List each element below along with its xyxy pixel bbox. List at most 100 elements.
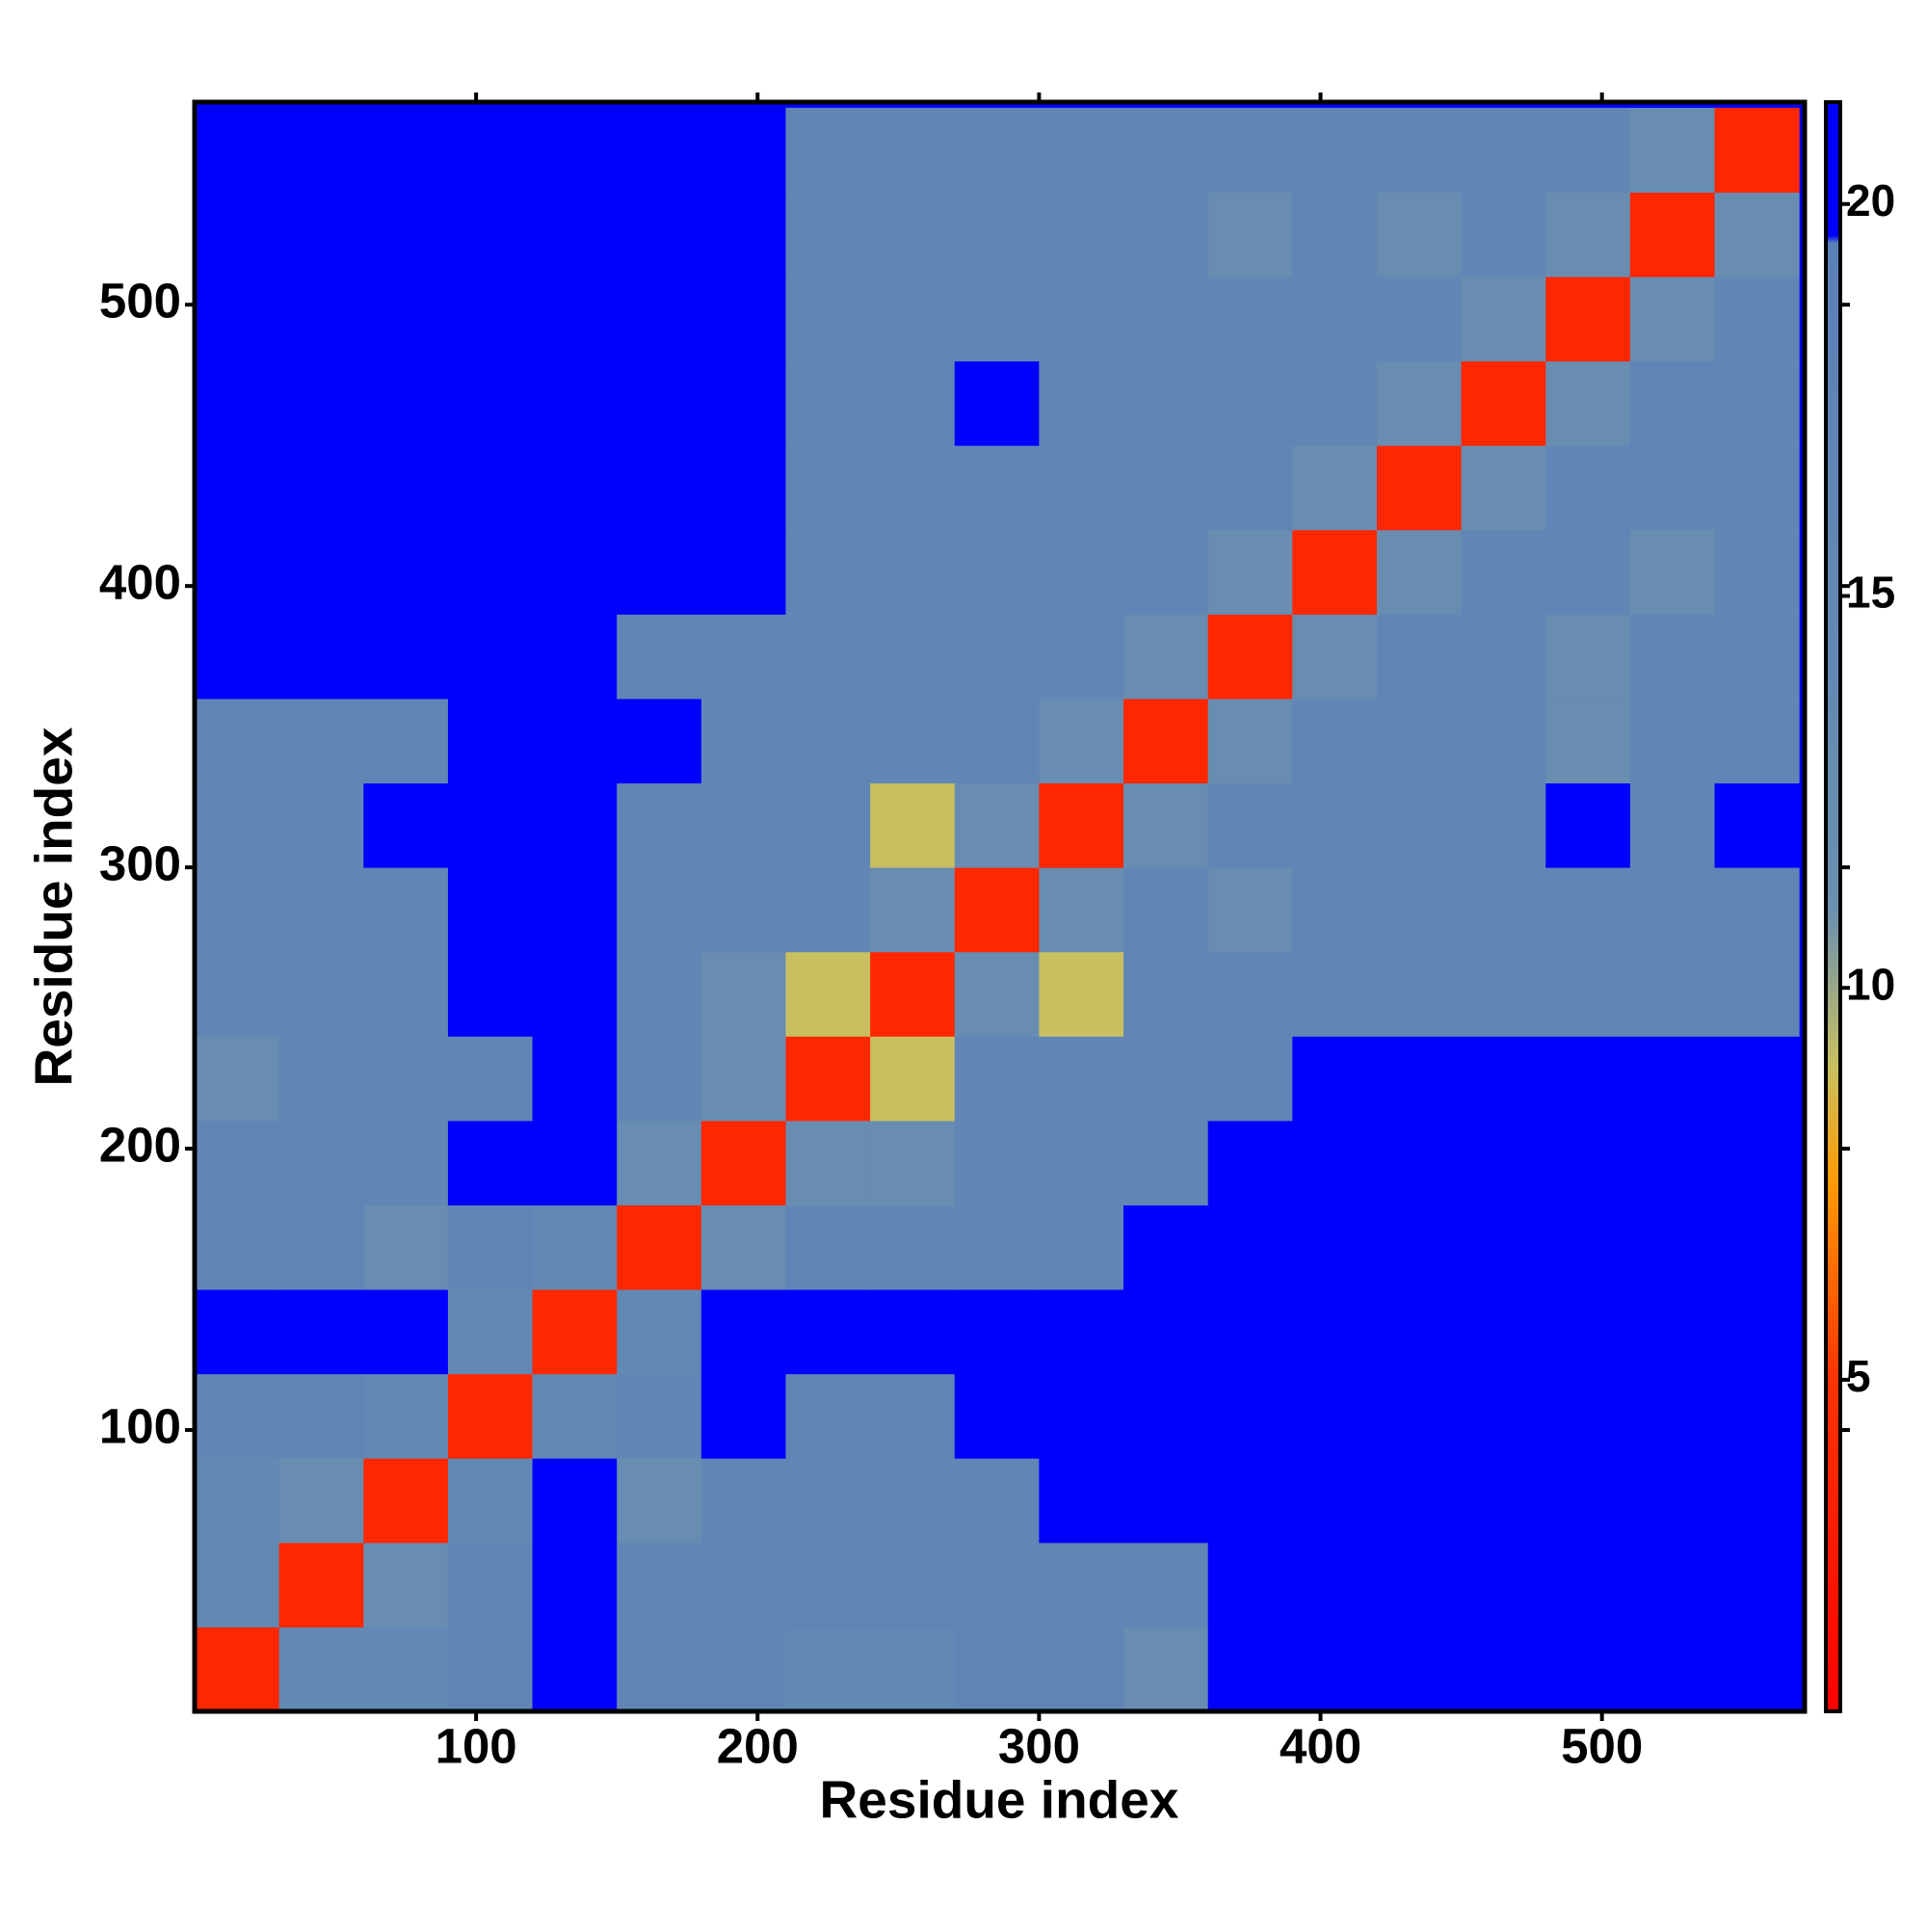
heatmap-cell <box>447 951 534 1037</box>
heatmap-cell <box>1292 1373 1378 1459</box>
heatmap-cell <box>1376 192 1463 278</box>
heatmap-cell <box>700 1542 786 1628</box>
heatmap-cell <box>1629 1373 1716 1459</box>
heatmap-cell <box>785 1458 871 1544</box>
heatmap-cell <box>1207 1542 1293 1628</box>
heatmap-cell <box>954 1289 1040 1375</box>
heatmap-cell <box>532 1120 618 1205</box>
heatmap-cell <box>1714 867 1800 953</box>
heatmap-cell <box>617 951 702 1037</box>
heatmap-cell <box>954 1036 1040 1122</box>
plot-frame <box>192 99 1808 1714</box>
heatmap-cell <box>363 1458 449 1544</box>
heatmap-cell <box>700 277 786 362</box>
heatmap-cell <box>1292 529 1378 615</box>
heatmap-cell <box>1123 1627 1209 1712</box>
heatmap-cell <box>1714 277 1800 362</box>
heatmap-cell <box>1292 107 1378 193</box>
heatmap-cell <box>447 1458 534 1544</box>
heatmap-cell <box>617 107 702 193</box>
heatmap-cell <box>1714 529 1800 615</box>
heatmap-cell <box>278 277 364 362</box>
heatmap-cell <box>532 782 618 868</box>
heatmap-cell <box>532 951 618 1037</box>
heatmap-cell <box>700 951 786 1037</box>
heatmap-cell <box>1461 1120 1546 1205</box>
heatmap-cell <box>278 1289 364 1375</box>
heatmap-cell <box>363 1036 449 1122</box>
heatmap-cell <box>1123 782 1209 868</box>
heatmap-cell <box>1461 698 1546 784</box>
heatmap-cell <box>1714 951 1800 1037</box>
heatmap-cell <box>870 1373 956 1459</box>
heatmap-cell <box>1207 951 1293 1037</box>
heatmap-cell <box>1207 1627 1293 1712</box>
heatmap-cell <box>1123 529 1209 615</box>
heatmap-cell <box>1207 445 1293 531</box>
heatmap-cell <box>1039 782 1124 868</box>
heatmap-cell <box>363 1289 449 1375</box>
heatmap-cell <box>1376 1289 1463 1375</box>
heatmap-cell <box>1123 360 1209 446</box>
heatmap-cell <box>1207 192 1293 278</box>
heatmap-cell <box>1461 1542 1546 1628</box>
heatmap-cell <box>1123 614 1209 700</box>
heatmap-cell <box>700 445 786 531</box>
heatmap-cell <box>785 867 871 953</box>
heatmap-cell <box>700 614 786 700</box>
heatmap-cell <box>700 1289 786 1375</box>
x-tick-label: 500 <box>1561 1718 1643 1773</box>
heatmap-cell <box>954 1542 1040 1628</box>
heatmap-cell <box>1461 614 1546 700</box>
heatmap-cell <box>1714 1373 1800 1459</box>
heatmap-cell <box>1629 782 1716 868</box>
heatmap-cell <box>1714 1036 1800 1122</box>
heatmap-cell <box>785 614 871 700</box>
heatmap-cell <box>1629 107 1716 193</box>
heatmap-cell <box>1714 360 1800 446</box>
heatmap-cell <box>1714 1204 1800 1290</box>
heatmap-cell <box>954 1204 1040 1290</box>
heatmap-cell <box>195 529 280 615</box>
heatmap-cell <box>1123 107 1209 193</box>
heatmap-cell <box>870 1542 956 1628</box>
heatmap-cell <box>1123 698 1209 784</box>
heatmap-cell <box>1123 1458 1209 1544</box>
heatmap-cell <box>617 529 702 615</box>
heatmap-cell <box>1207 782 1293 868</box>
heatmap-cell <box>1461 782 1546 868</box>
heatmap-cell <box>447 1627 534 1712</box>
heatmap-cell <box>1461 192 1546 278</box>
heatmap-cell <box>785 529 871 615</box>
heatmap-cell <box>1714 614 1800 700</box>
x-tick-label: 300 <box>998 1718 1080 1773</box>
heatmap-cell <box>870 107 956 193</box>
heatmap-cell <box>1292 360 1378 446</box>
heatmap-cell <box>1545 529 1631 615</box>
heatmap-cell <box>1292 1204 1378 1290</box>
heatmap-cell <box>447 192 534 278</box>
heatmap-cell <box>278 1120 364 1205</box>
heatmap-cell <box>617 1627 702 1712</box>
heatmap-cell <box>1292 951 1378 1037</box>
heatmap-cell <box>617 1289 702 1375</box>
heatmap-cell <box>954 107 1040 193</box>
heatmap-cell <box>195 360 280 446</box>
heatmap-cell <box>700 1458 786 1544</box>
y-tick-label: 100 <box>99 1399 181 1454</box>
heatmap-cell <box>954 951 1040 1037</box>
heatmap-cell <box>195 1627 280 1712</box>
heatmap-cell <box>1545 614 1631 700</box>
heatmap-cell <box>700 192 786 278</box>
heatmap-cell <box>1376 614 1463 700</box>
heatmap-cell <box>1376 698 1463 784</box>
heatmap-cell <box>447 1120 534 1205</box>
heatmap-cell <box>1629 1627 1716 1712</box>
heatmap-cell <box>1207 1204 1293 1290</box>
heatmap-cell <box>1123 192 1209 278</box>
heatmap-cell <box>1376 951 1463 1037</box>
heatmap-cell <box>532 192 618 278</box>
heatmap-cell <box>1039 1627 1124 1712</box>
heatmap-cell <box>700 107 786 193</box>
